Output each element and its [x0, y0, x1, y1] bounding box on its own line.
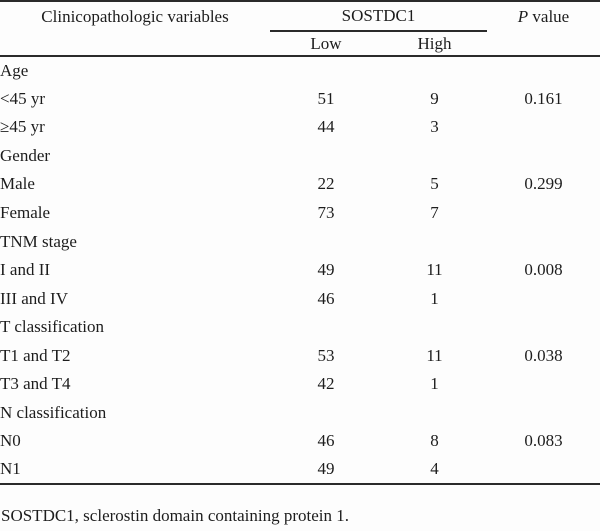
data-row: N0 46 8 0.083	[0, 427, 600, 456]
data-row: III and IV 46 1	[0, 284, 600, 313]
data-row: T1 and T2 53 11 0.038	[0, 341, 600, 370]
clinicopathologic-table: Clinicopathologic variables SOSTDC1 P va…	[0, 0, 600, 486]
variable-label-cell: N1	[0, 455, 270, 486]
high-value-cell: 4	[382, 455, 487, 486]
low-value-cell: 49	[317, 260, 335, 280]
table-header: Clinicopathologic variables SOSTDC1 P va…	[0, 1, 600, 57]
data-row: N1 49 4	[0, 455, 600, 486]
low-value-cell: 49	[270, 455, 382, 486]
p-value-word: value	[532, 6, 570, 26]
variable-label-cell: III and IV	[0, 288, 68, 308]
table-body: Age <45 yr 51 9 0.161 ≥45 yr 44 3 Gender…	[0, 56, 600, 486]
group-row-tnm-stage: TNM stage	[0, 227, 600, 256]
low-value-cell: 73	[317, 203, 335, 222]
data-row: I and II 49 11 0.008	[0, 256, 600, 285]
group-row-t-classification: T classification	[0, 313, 600, 342]
variable-label-cell: T1 and T2	[0, 345, 71, 365]
high-value-cell: 3	[430, 117, 439, 137]
header-row-top: Clinicopathologic variables SOSTDC1 P va…	[0, 1, 600, 32]
header-p-value: P value	[487, 1, 600, 31]
p-value-cell	[487, 199, 600, 228]
high-value-cell: 1	[430, 374, 439, 394]
high-value-cell: 8	[430, 431, 439, 451]
header-sostdc1-spanner: SOSTDC1	[270, 1, 487, 32]
variable-label-cell: ≥45 yr	[0, 117, 45, 137]
high-value-cell: 11	[426, 345, 443, 365]
p-value-cell: 0.161	[524, 88, 563, 108]
p-value-cell	[487, 455, 600, 486]
variable-label-cell: Male	[0, 174, 35, 194]
group-row-gender: Gender	[0, 142, 600, 171]
low-value-cell: 22	[317, 174, 335, 194]
group-label: Age	[0, 60, 29, 80]
data-row: Female 73 7	[0, 199, 600, 228]
header-empty-cell	[0, 31, 270, 57]
variable-label-cell: T3 and T4	[0, 374, 71, 394]
p-value-cell	[487, 370, 600, 399]
header-low: Low	[270, 31, 382, 57]
table-footnote: SOSTDC1, sclerostin domain containing pr…	[1, 506, 349, 525]
low-value-cell: 44	[317, 117, 335, 137]
group-row-n-classification: N classification	[0, 399, 600, 428]
high-value-cell: 7	[430, 203, 439, 222]
p-value-cell: 0.299	[524, 174, 563, 194]
high-value-cell: 9	[430, 88, 439, 108]
variable-label-cell: N0	[0, 431, 21, 451]
data-row: <45 yr 51 9 0.161	[0, 85, 600, 114]
group-label: TNM stage	[0, 231, 77, 251]
high-value-cell: 11	[426, 260, 443, 280]
p-value-cell	[487, 284, 600, 313]
header-high: High	[382, 31, 487, 57]
variable-label-cell: Female	[0, 203, 51, 222]
p-italic: P	[517, 6, 529, 26]
header-variables: Clinicopathologic variables	[41, 6, 229, 26]
low-value-cell: 46	[317, 288, 335, 308]
low-value-cell: 53	[317, 345, 335, 365]
data-row: ≥45 yr 44 3	[0, 113, 600, 142]
low-value-cell: 51	[317, 88, 335, 108]
data-row: Male 22 5 0.299	[0, 170, 600, 199]
header-empty-cell	[487, 31, 600, 57]
p-value-cell: 0.038	[524, 345, 563, 365]
group-label: Gender	[0, 145, 51, 165]
data-row: T3 and T4 42 1	[0, 370, 600, 399]
variable-label-cell: <45 yr	[0, 88, 45, 108]
group-label: N classification	[0, 402, 107, 422]
low-value-cell: 42	[317, 374, 335, 394]
high-value-cell: 5	[430, 174, 439, 194]
high-value-cell: 1	[430, 288, 439, 308]
p-value-cell: 0.008	[524, 260, 563, 280]
group-label: T classification	[0, 317, 105, 337]
variable-label-cell: I and II	[0, 260, 51, 280]
header-row-sub: Low High	[0, 31, 600, 57]
p-value-cell: 0.083	[524, 431, 563, 451]
group-row-age: Age	[0, 56, 600, 85]
low-value-cell: 46	[317, 431, 335, 451]
p-value-cell	[487, 113, 600, 142]
